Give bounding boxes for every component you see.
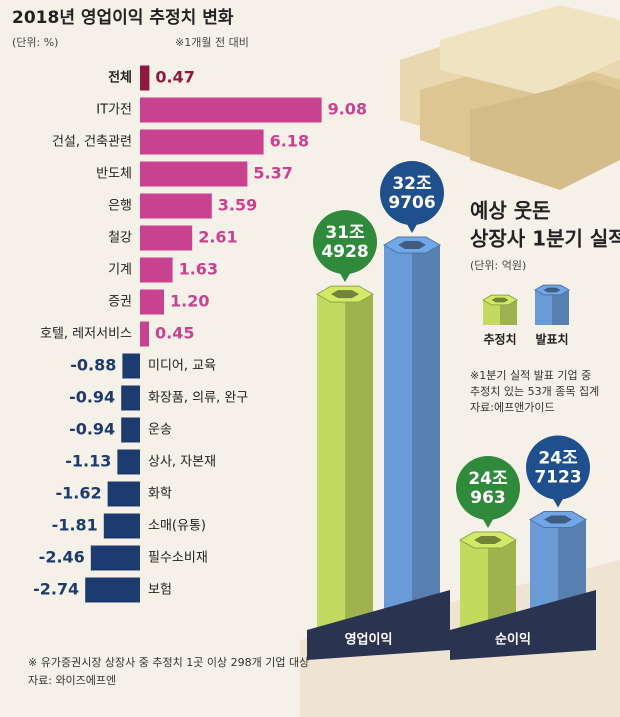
value-label: 2.61 (198, 228, 237, 247)
value-label: 0.47 (155, 68, 194, 87)
value-label: -0.88 (70, 356, 116, 375)
legend-label: 발표치 (535, 332, 568, 347)
money-illustration (400, 5, 620, 190)
value-label: -2.46 (39, 548, 85, 567)
prism-side (412, 245, 440, 650)
subtitle: ※1개월 전 대비 (175, 36, 249, 49)
bar (140, 129, 264, 155)
prism-hole (543, 287, 561, 293)
value-label: 5.37 (253, 164, 292, 183)
bar (140, 257, 173, 283)
category-label: 은행 (108, 198, 132, 214)
bar (140, 65, 150, 91)
bubble (456, 455, 520, 520)
category-label: 화학 (148, 487, 172, 502)
note: ※ 유가증권시장 상장사 중 추정치 1곳 이상 298개 기업 대상 (28, 656, 309, 669)
bar (140, 97, 322, 123)
bar (140, 225, 193, 251)
bar (122, 353, 140, 379)
value-label: -0.94 (69, 388, 115, 407)
bubble (380, 161, 444, 225)
bar (90, 545, 140, 571)
value-label: 31조 4928 (321, 223, 368, 262)
bubble (526, 435, 590, 500)
bubble (313, 210, 377, 275)
note: ※1분기 실적 발표 기업 중 (470, 369, 591, 382)
prism-hole (544, 515, 572, 524)
bar (140, 193, 212, 219)
bar (121, 417, 140, 443)
bar (140, 289, 164, 315)
category-label: 영업이익 (345, 632, 393, 648)
category-label: 미디어, 교육 (148, 359, 216, 374)
prism-hole (331, 290, 359, 299)
prism-hole (474, 535, 502, 544)
category-label: 운송 (148, 423, 172, 438)
legend-label: 추정치 (483, 332, 516, 347)
prism-hole (491, 297, 509, 303)
prism-side (500, 300, 517, 325)
category-label: 철강 (108, 231, 132, 246)
category-label: 순이익 (495, 632, 531, 648)
value-label: 32조 9706 (388, 174, 435, 213)
category-label: 소매(유통) (148, 519, 206, 534)
category-label: 건설, 건축관련 (52, 135, 132, 150)
category-band (307, 590, 450, 660)
prism-side (345, 294, 373, 650)
value-label: 9.08 (328, 100, 367, 119)
bar (140, 321, 149, 347)
value-label: 0.45 (155, 324, 194, 343)
bar (140, 161, 248, 187)
category-label: 반도체 (96, 167, 132, 182)
prism-side (552, 290, 569, 325)
value-label: 24조 7123 (534, 449, 581, 488)
category-label: 화장품, 의류, 완구 (148, 391, 248, 406)
category-label: 호텔, 레저서비스 (40, 327, 132, 342)
category-label: 필수소비재 (148, 551, 208, 566)
note: 자료: 와이즈에프엔 (28, 674, 116, 687)
value-label: -1.62 (55, 484, 101, 503)
category-band (450, 590, 596, 660)
value-label: 24조 963 (468, 469, 508, 508)
note: 추정치 있는 53개 종목 집계 (470, 385, 599, 398)
chart-title: 2018년 영업이익 추정치 변화 (12, 8, 234, 28)
prism-hole (398, 241, 426, 249)
chart-title: 상장사 1분기 실적 (470, 227, 620, 251)
bar (85, 577, 140, 603)
value-label: -1.81 (52, 516, 98, 535)
category-label: 증권 (108, 295, 132, 310)
unit: (단위: 억원) (470, 259, 526, 272)
note: 자료:에프앤가이드 (470, 401, 555, 414)
value-label: -0.94 (69, 420, 115, 439)
category-label: 기계 (108, 263, 132, 278)
value-label: 3.59 (218, 196, 257, 215)
category-label: 상사, 자본재 (148, 455, 216, 470)
bar (117, 449, 140, 475)
bar (103, 513, 140, 539)
bar (121, 385, 140, 411)
bar (107, 481, 140, 507)
chart-title: 예상 웃돈 (470, 199, 551, 223)
category-label: 보험 (148, 583, 172, 598)
value-label: 6.18 (270, 132, 309, 151)
value-label: -2.74 (33, 580, 79, 599)
value-label: -1.13 (65, 452, 111, 471)
unit: (단위: %) (12, 36, 58, 49)
category-label: IT가전 (96, 103, 132, 118)
value-label: 1.20 (170, 292, 209, 311)
value-label: 1.63 (179, 260, 218, 279)
category-label: 전체 (108, 70, 132, 86)
